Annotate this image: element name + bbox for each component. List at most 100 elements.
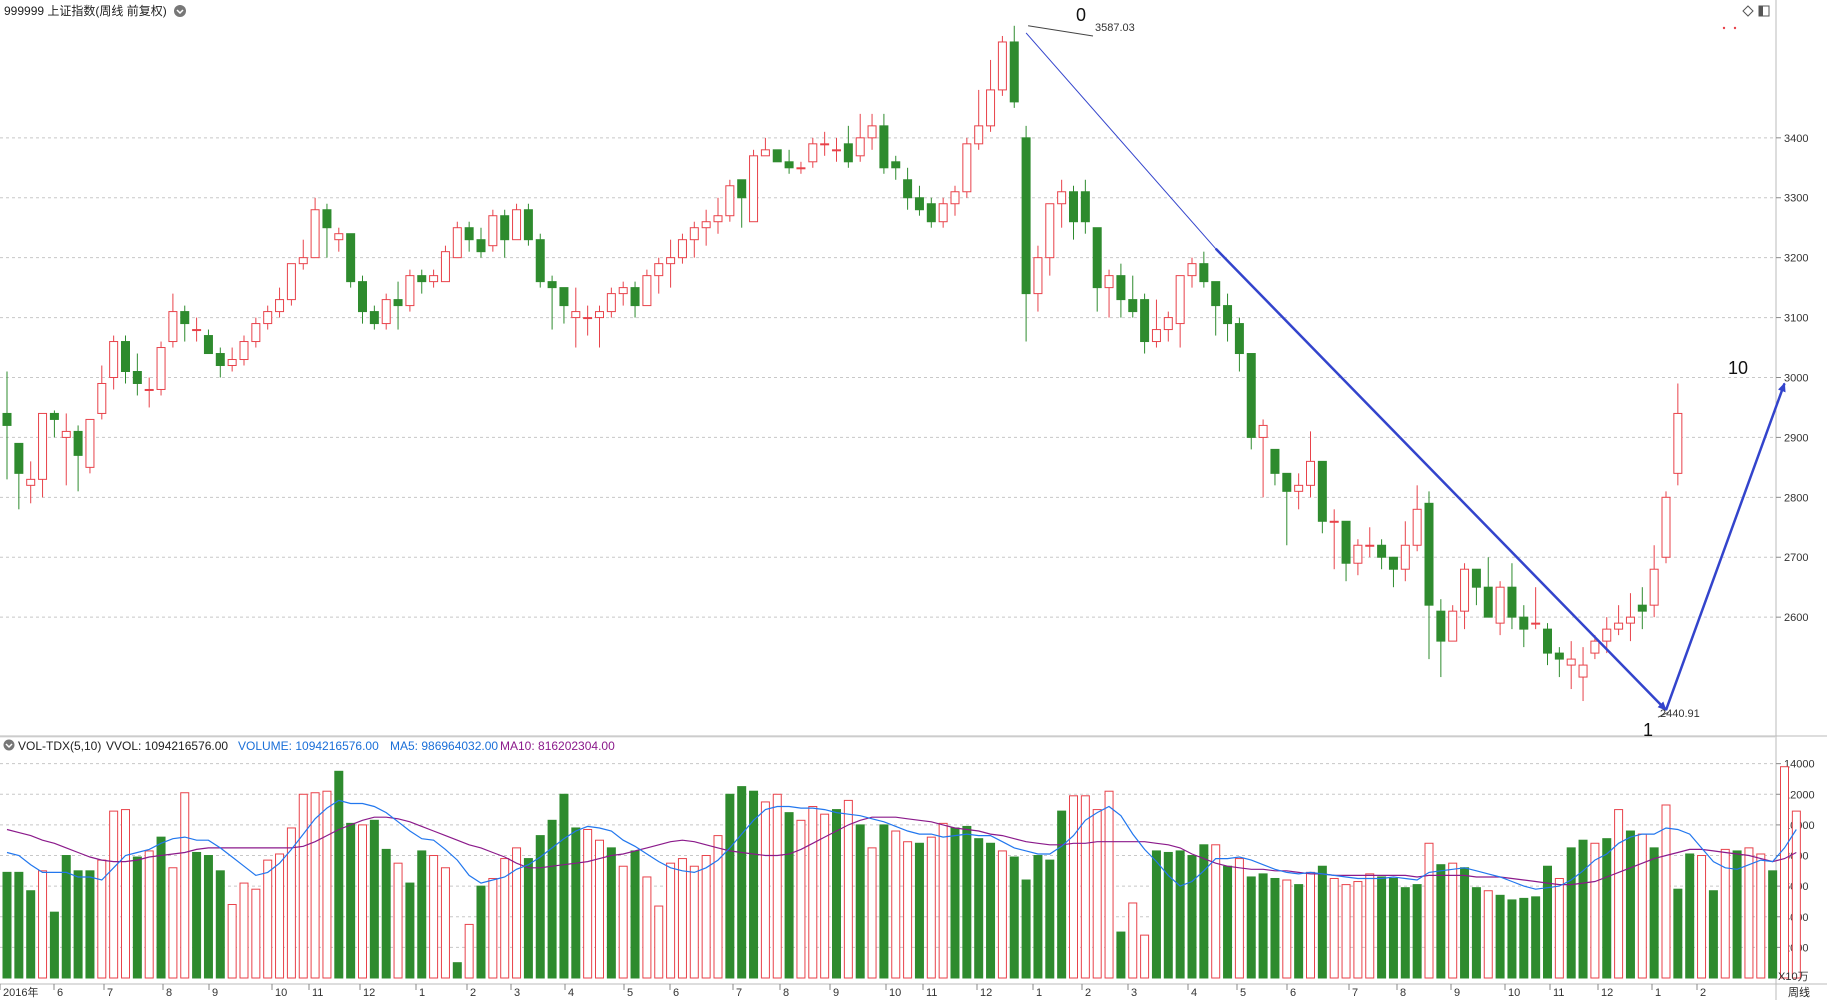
square-icon[interactable] — [1758, 5, 1770, 17]
volume-bar-up — [1140, 934, 1150, 979]
volume-bar-up — [121, 809, 130, 979]
volume-bar-down — [369, 819, 379, 979]
candle-up — [1602, 617, 1612, 654]
candle-down — [1519, 605, 1529, 648]
volume-bar-down — [914, 842, 924, 979]
volume-bar-down — [1116, 931, 1126, 979]
candle-down — [1543, 623, 1552, 666]
volume-settings-icon[interactable] — [3, 739, 15, 751]
volume-bar-down — [749, 790, 759, 979]
candle-body — [97, 382, 107, 414]
candle-up — [1400, 521, 1410, 582]
candle-body — [1009, 41, 1019, 103]
candle-body — [440, 251, 450, 283]
candle-up — [61, 413, 71, 486]
volume-bar-down — [73, 870, 83, 979]
time-tick-label: 12 — [1601, 987, 1613, 999]
volume-bar-down — [1732, 850, 1742, 979]
candle-body — [867, 125, 877, 139]
candle-body — [1021, 137, 1031, 295]
candle-down — [1471, 568, 1481, 606]
volume-bar-up — [867, 847, 877, 979]
candle-body — [1365, 544, 1375, 547]
candle-body — [132, 371, 142, 384]
volume-bar-up — [144, 850, 154, 979]
candle-down — [1270, 448, 1280, 486]
candle-body — [1590, 640, 1600, 654]
wave-label-1: 1 — [1643, 720, 1653, 740]
candle-body — [334, 233, 344, 241]
time-tick-label: 3 — [514, 987, 520, 999]
volume-bar-up — [1637, 833, 1647, 979]
volume-bar-up — [464, 923, 474, 979]
candle-up — [440, 245, 450, 283]
diamond-icon[interactable] — [1742, 5, 1754, 17]
volume-bar-down — [2, 871, 12, 979]
volume-bar-up — [701, 855, 711, 979]
candle-body — [950, 191, 960, 205]
volume-bar-down — [1033, 855, 1043, 979]
volume-bar-down — [1223, 865, 1233, 979]
volume-bar-down — [725, 793, 735, 979]
volume-bar-up — [1448, 862, 1458, 979]
candle-body — [666, 257, 676, 265]
price-tick-label: 3400 — [1784, 133, 1808, 145]
time-tick-label: 11 — [1553, 987, 1564, 999]
candle-body — [855, 137, 865, 157]
volume-bar-up — [488, 877, 498, 979]
volume-bar-down — [1768, 870, 1778, 979]
volume-bar-down — [49, 911, 59, 979]
volume-bar-down — [1045, 859, 1055, 979]
candle-down — [737, 179, 747, 228]
candle-body — [701, 221, 711, 229]
candle-up — [1353, 539, 1363, 576]
candle-up — [867, 113, 877, 150]
candle-body — [1436, 610, 1446, 642]
candle-body — [369, 311, 379, 325]
candle-down — [1246, 353, 1256, 450]
candle-body — [926, 203, 936, 223]
time-tick-label: 9 — [833, 987, 839, 999]
candle-body — [1057, 191, 1067, 205]
trend-guide-line — [1025, 32, 1217, 250]
volume-bar-up — [642, 876, 652, 979]
time-tick-label: 10 — [889, 987, 901, 999]
candle-up — [713, 197, 723, 234]
candle-down — [215, 347, 225, 378]
period-label[interactable]: 周线 — [1788, 985, 1810, 999]
candle-up — [334, 227, 344, 252]
trend-line — [1664, 382, 1786, 711]
candle-up — [1175, 275, 1185, 348]
time-tick-label: 2 — [1700, 987, 1706, 999]
price-tick-label: 3200 — [1784, 253, 1808, 265]
volume-bar-down — [1294, 884, 1304, 979]
candle-up — [1460, 563, 1470, 630]
volume-bar-up — [1353, 881, 1363, 979]
candle-body — [346, 233, 356, 283]
candle-down — [369, 305, 379, 330]
candle-up — [974, 89, 984, 150]
candle-up — [1033, 245, 1043, 312]
candle-up — [1531, 587, 1541, 630]
volume-bar-down — [26, 890, 36, 979]
volume-bar-down — [1270, 877, 1280, 979]
candle-body — [168, 311, 178, 343]
candle-body — [832, 149, 841, 152]
volume-bar-up — [808, 806, 818, 979]
volume-bar-down — [974, 838, 984, 979]
candle-body — [654, 263, 664, 277]
settings-icon[interactable] — [174, 5, 186, 17]
candle-up — [239, 335, 249, 366]
volume-bar-up — [168, 867, 178, 979]
candle-body — [109, 341, 119, 378]
volume-bar-up — [298, 793, 308, 979]
volume-bar-down — [14, 871, 24, 979]
candle-body — [417, 275, 427, 283]
candle-up — [1661, 491, 1671, 564]
candle-body — [997, 41, 1007, 91]
candle-body — [1602, 628, 1612, 642]
candle-body — [1377, 544, 1387, 558]
candle-up — [405, 269, 415, 312]
candle-body — [215, 353, 225, 367]
volume-bar-up — [820, 813, 830, 979]
